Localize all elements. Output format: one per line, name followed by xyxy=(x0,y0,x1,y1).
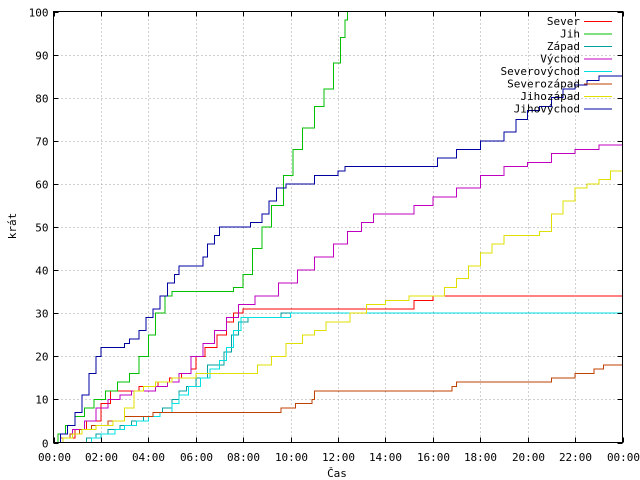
y-tick-label: 20 xyxy=(35,351,48,364)
x-tick-label: 00:00 xyxy=(38,451,71,464)
x-tick-label: 04:00 xyxy=(132,451,165,464)
legend-label: Sever xyxy=(547,15,580,28)
legend-label: Jih xyxy=(560,28,580,41)
x-tick-label: 18:00 xyxy=(464,451,497,464)
legend-label: Severovýchod xyxy=(501,65,580,78)
legend-label: Severozápad xyxy=(507,78,580,91)
legend-label: Východ xyxy=(540,53,580,66)
series-line-jihovýchod xyxy=(53,75,623,443)
series-line-východ xyxy=(53,144,623,443)
x-tick-label: 06:00 xyxy=(180,451,213,464)
y-tick-label: 50 xyxy=(35,222,48,235)
series-line-sever xyxy=(53,295,623,443)
y-tick-label: 30 xyxy=(35,308,48,321)
y-tick-label: 40 xyxy=(35,265,48,278)
x-tick-label: 20:00 xyxy=(512,451,545,464)
y-tick-label: 100 xyxy=(29,7,49,20)
legend-label: Jihozápad xyxy=(520,90,580,103)
y-tick-label: 80 xyxy=(35,93,48,106)
y-tick-label: 0 xyxy=(42,438,49,451)
legend-label: Západ xyxy=(547,40,580,53)
x-tick-label: 00:00 xyxy=(607,451,640,464)
x-tick-label: 10:00 xyxy=(275,451,308,464)
series-line-západ xyxy=(53,312,623,443)
series-line-jih xyxy=(53,11,348,443)
y-axis-label: krát xyxy=(6,213,19,240)
x-tick-label: 08:00 xyxy=(227,451,260,464)
x-axis-label: Čas xyxy=(327,467,347,480)
axis-ticks: 0 10 20 30 40 50 60 70 80 90 100 00:00 02:00 04:00 06:… xyxy=(29,7,640,465)
y-tick-label: 10 xyxy=(35,394,48,407)
y-tick-label: 90 xyxy=(35,50,48,63)
y-tick-label: 70 xyxy=(35,136,48,149)
legend-label: Jihovýchod xyxy=(514,103,580,116)
x-tick-label: 22:00 xyxy=(559,451,592,464)
x-tick-label: 02:00 xyxy=(85,451,118,464)
series-line-severovýchod xyxy=(53,312,623,443)
x-tick-label: 14:00 xyxy=(369,451,402,464)
series-lines xyxy=(53,11,623,443)
y-tick-label: 60 xyxy=(35,179,48,192)
series-line-severozápad xyxy=(53,364,623,443)
x-tick-label: 16:00 xyxy=(417,451,450,464)
x-tick-label: 12:00 xyxy=(322,451,355,464)
legend: SeverJihZápadVýchodSeverovýchodSeverozáp… xyxy=(501,15,612,116)
series-line-jihozápad xyxy=(53,158,623,443)
